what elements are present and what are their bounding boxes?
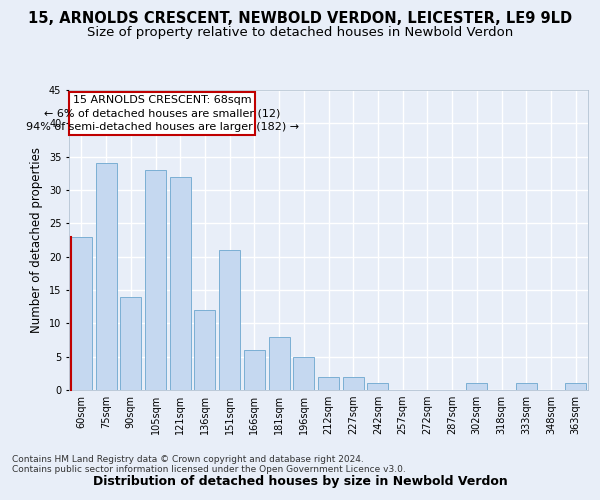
Bar <box>565 384 586 390</box>
Bar <box>244 350 265 390</box>
Bar <box>120 296 141 390</box>
Bar <box>194 310 215 390</box>
Bar <box>343 376 364 390</box>
Bar <box>466 384 487 390</box>
Bar <box>318 376 339 390</box>
Text: Distribution of detached houses by size in Newbold Verdon: Distribution of detached houses by size … <box>92 474 508 488</box>
Y-axis label: Number of detached properties: Number of detached properties <box>31 147 43 333</box>
Bar <box>516 384 537 390</box>
Bar <box>219 250 240 390</box>
Bar <box>95 164 116 390</box>
Text: Contains HM Land Registry data © Crown copyright and database right 2024.: Contains HM Land Registry data © Crown c… <box>12 455 364 464</box>
Bar <box>269 336 290 390</box>
Bar <box>367 384 388 390</box>
Bar <box>145 170 166 390</box>
Text: Size of property relative to detached houses in Newbold Verdon: Size of property relative to detached ho… <box>87 26 513 39</box>
Bar <box>293 356 314 390</box>
Text: 15 ARNOLDS CRESCENT: 68sqm
← 6% of detached houses are smaller (12)
94% of semi-: 15 ARNOLDS CRESCENT: 68sqm ← 6% of detac… <box>26 96 299 132</box>
FancyBboxPatch shape <box>70 92 255 136</box>
Text: 15, ARNOLDS CRESCENT, NEWBOLD VERDON, LEICESTER, LE9 9LD: 15, ARNOLDS CRESCENT, NEWBOLD VERDON, LE… <box>28 11 572 26</box>
Text: Contains public sector information licensed under the Open Government Licence v3: Contains public sector information licen… <box>12 465 406 474</box>
Bar <box>71 236 92 390</box>
Bar <box>170 176 191 390</box>
